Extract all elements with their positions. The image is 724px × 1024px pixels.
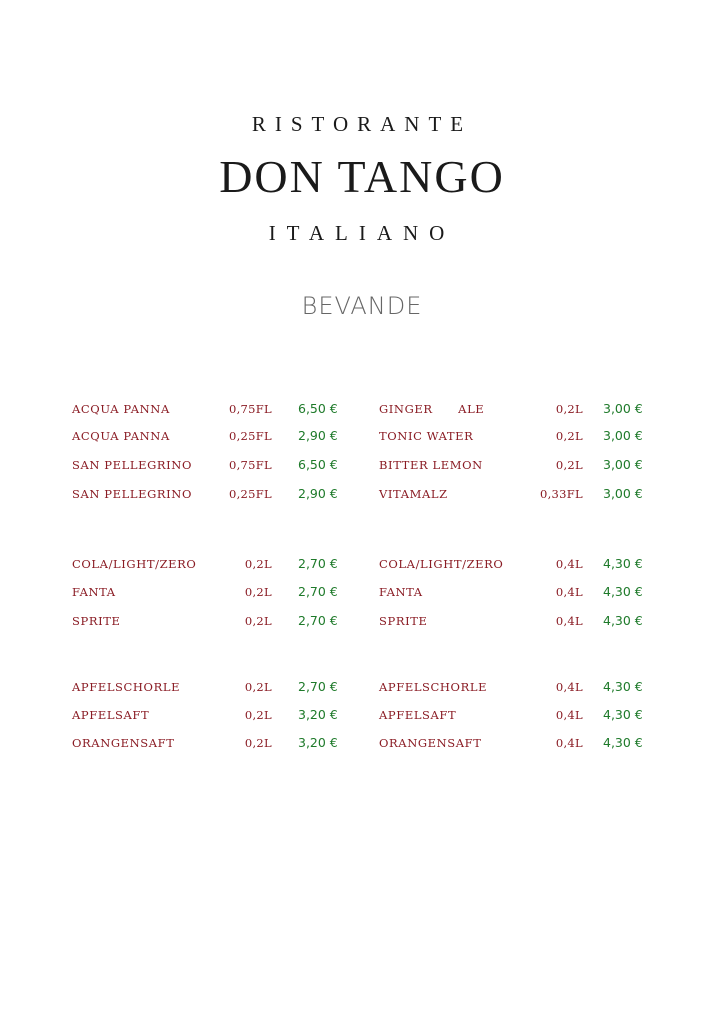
item-price: 2,70 €	[298, 613, 338, 628]
item-name: ORANGENSAFT	[379, 736, 482, 750]
item-name: COLA/LIGHT/ZERO	[72, 557, 197, 571]
item-price: 3,20 €	[298, 707, 338, 722]
item-name: APFELSCHORLE	[72, 680, 181, 694]
item-size: 0,2L	[555, 458, 583, 472]
item-size: 0,2L	[244, 585, 272, 599]
item-price: 3,00 €	[603, 401, 643, 416]
item-name: GINGER ALE	[379, 402, 485, 416]
item-size: 0,4L	[555, 557, 583, 571]
item-name: APFELSCHORLE	[379, 680, 488, 694]
menu-item: COLA/LIGHT/ZERO 0,2L 2,70 €	[72, 555, 362, 573]
item-size: 0,75FL	[228, 402, 272, 416]
item-size: 0,4L	[555, 708, 583, 722]
item-price: 3,00 €	[603, 428, 643, 443]
item-size: 0,4L	[555, 585, 583, 599]
restaurant-name: DON TANGO	[219, 151, 505, 202]
menu-item: APFELSCHORLE 0,4L 4,30 €	[379, 678, 669, 696]
item-price: 2,70 €	[298, 679, 338, 694]
item-size: 0,2L	[555, 402, 583, 416]
menu-item: COLA/LIGHT/ZERO 0,4L 4,30 €	[379, 555, 669, 573]
item-name: SPRITE	[379, 614, 428, 628]
item-price: 4,30 €	[603, 613, 643, 628]
item-size: 0,2L	[244, 736, 272, 750]
item-price: 6,50 €	[298, 457, 338, 472]
item-name: ORANGENSAFT	[72, 736, 175, 750]
item-name: APFELSAFT	[72, 708, 150, 722]
menu-item: BITTER LEMON 0,2L 3,00 €	[379, 456, 669, 474]
item-price: 4,30 €	[603, 707, 643, 722]
item-size: 0,2L	[244, 680, 272, 694]
menu-item: TONIC WATER 0,2L 3,00 €	[379, 427, 669, 445]
header-italiano: ITALIANO	[268, 221, 456, 245]
item-name: ACQUA PANNA	[72, 429, 170, 443]
item-price: 2,90 €	[298, 428, 338, 443]
menu-item: ORANGENSAFT 0,2L 3,20 €	[72, 734, 362, 752]
item-size: 0,75FL	[228, 458, 272, 472]
item-size: 0,25FL	[228, 487, 272, 501]
item-price: 2,90 €	[298, 486, 338, 501]
item-price: 2,70 €	[298, 584, 338, 599]
item-size: 0,33FL	[539, 487, 583, 501]
item-name: SPRITE	[72, 614, 121, 628]
item-size: 0,2L	[244, 614, 272, 628]
item-price: 3,00 €	[603, 486, 643, 501]
item-name: FANTA	[72, 585, 116, 599]
menu-item: APFELSCHORLE 0,2L 2,70 €	[72, 678, 362, 696]
item-name: SAN PELLEGRINO	[72, 458, 192, 472]
item-size: 0,4L	[555, 736, 583, 750]
item-name: VITAMALZ	[379, 487, 448, 501]
menu-item: ORANGENSAFT 0,4L 4,30 €	[379, 734, 669, 752]
menu-item: VITAMALZ 0,33FL 3,00 €	[379, 485, 669, 503]
menu-item: APFELSAFT 0,2L 3,20 €	[72, 706, 362, 724]
item-name: APFELSAFT	[379, 708, 457, 722]
item-size: 0,4L	[555, 614, 583, 628]
item-price: 3,20 €	[298, 735, 338, 750]
item-price: 2,70 €	[298, 556, 338, 571]
menu-item: SAN PELLEGRINO 0,75FL 6,50 €	[72, 456, 362, 474]
item-price: 6,50 €	[298, 401, 338, 416]
item-size: 0,25FL	[228, 429, 272, 443]
item-price: 4,30 €	[603, 584, 643, 599]
menu-item: FANTA 0,4L 4,30 €	[379, 583, 669, 601]
item-price: 4,30 €	[603, 735, 643, 750]
item-size: 0,2L	[555, 429, 583, 443]
menu-item: GINGER ALE 0,2L 3,00 €	[379, 400, 669, 418]
item-price: 4,30 €	[603, 679, 643, 694]
menu-item: SAN PELLEGRINO 0,25FL 2,90 €	[72, 485, 362, 503]
header-ristorante: RISTORANTE	[251, 112, 473, 136]
menu-item: SPRITE 0,4L 4,30 €	[379, 612, 669, 630]
menu-item: ACQUA PANNA 0,25FL 2,90 €	[72, 427, 362, 445]
item-name: FANTA	[379, 585, 423, 599]
item-price: 4,30 €	[603, 556, 643, 571]
menu-item: FANTA 0,2L 2,70 €	[72, 583, 362, 601]
menu-item: ACQUA PANNA 0,75FL 6,50 €	[72, 400, 362, 418]
item-name: TONIC WATER	[379, 429, 474, 443]
item-name: SAN PELLEGRINO	[72, 487, 192, 501]
item-name: ACQUA PANNA	[72, 402, 170, 416]
item-name: BITTER LEMON	[379, 458, 483, 472]
item-size: 0,4L	[555, 680, 583, 694]
item-size: 0,2L	[244, 557, 272, 571]
menu-item: APFELSAFT 0,4L 4,30 €	[379, 706, 669, 724]
item-size: 0,2L	[244, 708, 272, 722]
item-name: COLA/LIGHT/ZERO	[379, 557, 504, 571]
menu-item: SPRITE 0,2L 2,70 €	[72, 612, 362, 630]
section-title: BEVANDE	[301, 292, 423, 320]
item-price: 3,00 €	[603, 457, 643, 472]
